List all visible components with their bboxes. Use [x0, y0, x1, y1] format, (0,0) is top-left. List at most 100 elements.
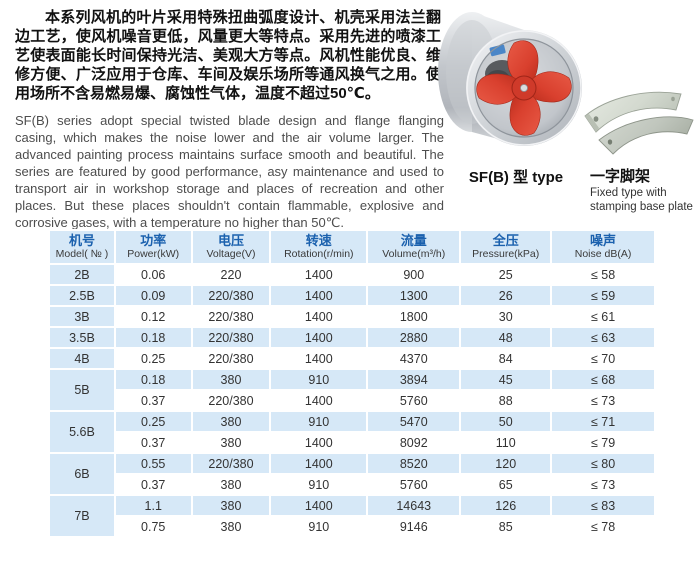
spec-cell: ≤ 80 — [552, 454, 654, 473]
model-cell: 7B — [50, 496, 114, 536]
spec-cell: ≤ 59 — [552, 286, 654, 305]
spec-cell: 1400 — [271, 391, 367, 410]
model-cell: 2.5B — [50, 286, 114, 305]
spec-cell: 220/380 — [192, 286, 270, 305]
spec-cell: 220/380 — [192, 328, 270, 347]
spec-cell: 50 — [461, 412, 551, 431]
stand-caption-zh: 一字脚架 — [590, 168, 651, 185]
spec-cell: ≤ 58 — [552, 265, 654, 284]
table-row: 0.37 380 910 5760 65 ≤ 73 — [50, 475, 654, 494]
spec-cell: 0.75 — [115, 517, 191, 536]
spec-cell: 26 — [461, 286, 551, 305]
column-header-zh: 电压 — [217, 233, 244, 248]
axial-fan-illustration — [438, 12, 582, 146]
spec-cell: 380 — [192, 370, 270, 389]
spec-cell: ≤ 63 — [552, 328, 654, 347]
model-cell: 5B — [50, 370, 114, 410]
spec-cell: 45 — [461, 370, 551, 389]
column-header-zh: 噪声 — [590, 233, 617, 248]
spec-cell: 1400 — [271, 454, 367, 473]
spec-cell: 0.25 — [115, 349, 191, 368]
spec-cell: 910 — [271, 475, 367, 494]
spec-cell: 1400 — [271, 265, 367, 284]
spec-cell: 1400 — [271, 496, 367, 515]
spec-cell: 126 — [461, 496, 551, 515]
spec-cell: ≤ 71 — [552, 412, 654, 431]
spec-cell: 8092 — [368, 433, 460, 452]
spec-cell: 5470 — [368, 412, 460, 431]
table-row: 2B 0.06 220 1400 900 25 ≤ 58 — [50, 265, 654, 284]
model-cell: 2B — [50, 265, 114, 284]
spec-cell: 0.09 — [115, 286, 191, 305]
spec-cell: 910 — [271, 370, 367, 389]
spec-cell: 1.1 — [115, 496, 191, 515]
stand-caption-en: Fixed type with stamping base plate — [590, 187, 693, 213]
spec-cell: 84 — [461, 349, 551, 368]
model-cell: 3.5B — [50, 328, 114, 347]
table-row: 2.5B 0.09 220/380 1400 1300 26 ≤ 59 — [50, 286, 654, 305]
spec-cell: 8520 — [368, 454, 460, 473]
spec-cell: 0.37 — [115, 475, 191, 494]
spec-cell: 0.18 — [115, 370, 191, 389]
base-plate-image — [583, 86, 695, 162]
spec-cell: 380 — [192, 433, 270, 452]
spec-cell: 2880 — [368, 328, 460, 347]
column-header: 转速 Rotation(r/min) — [271, 231, 367, 263]
spec-cell: 4370 — [368, 349, 460, 368]
fan-caption: SF(B) 型 type — [468, 169, 564, 186]
spec-cell: ≤ 73 — [552, 391, 654, 410]
spec-cell: 900 — [368, 265, 460, 284]
column-header: 功率 Power(kW) — [115, 231, 191, 263]
spec-cell: 1400 — [271, 433, 367, 452]
spec-cell: 1400 — [271, 286, 367, 305]
spec-cell: ≤ 79 — [552, 433, 654, 452]
intro-paragraph-en: SF(B) series adopt special twisted blade… — [15, 113, 444, 230]
column-header: 流量 Volume(m³/h) — [368, 231, 460, 263]
spec-cell: 220/380 — [192, 349, 270, 368]
spec-cell: 910 — [271, 412, 367, 431]
spec-cell: 0.06 — [115, 265, 191, 284]
column-header-en: Voltage(V) — [206, 248, 256, 260]
table-row: 3B 0.12 220/380 1400 1800 30 ≤ 61 — [50, 307, 654, 326]
column-header: 全压 Pressure(kPa) — [461, 231, 551, 263]
column-header: 噪声 Noise dB(A) — [552, 231, 654, 263]
spec-cell: 3894 — [368, 370, 460, 389]
spec-cell: 0.55 — [115, 454, 191, 473]
spec-cell: 5760 — [368, 391, 460, 410]
spec-cell: 220/380 — [192, 391, 270, 410]
model-cell: 6B — [50, 454, 114, 494]
spec-table: 机号 Model( № ) 功率 Power(kW) 电压 Voltage(V) 转速 Rot… — [48, 229, 656, 538]
spec-cell: ≤ 68 — [552, 370, 654, 389]
spec-cell: 120 — [461, 454, 551, 473]
spec-cell: 0.12 — [115, 307, 191, 326]
model-cell: 4B — [50, 349, 114, 368]
spec-cell: 220/380 — [192, 307, 270, 326]
column-header-zh: 流量 — [400, 233, 427, 248]
spec-cell: 0.18 — [115, 328, 191, 347]
column-header-en: Rotation(r/min) — [284, 248, 354, 260]
spec-cell: 1300 — [368, 286, 460, 305]
spec-cell: 85 — [461, 517, 551, 536]
spec-cell: 65 — [461, 475, 551, 494]
spec-cell: ≤ 78 — [552, 517, 654, 536]
column-header-en: Pressure(kPa) — [472, 248, 540, 260]
table-row: 7B 1.1 380 1400 14643 126 ≤ 83 — [50, 496, 654, 536]
table-row: 4B 0.25 220/380 1400 4370 84 ≤ 70 — [50, 349, 654, 368]
table-header-row: 机号 Model( № ) 功率 Power(kW) 电压 Voltage(V) 转速 Rot… — [50, 231, 654, 263]
spec-cell: 220/380 — [192, 454, 270, 473]
fan-product-image — [436, 4, 596, 164]
spec-cell: 380 — [192, 496, 270, 515]
column-header-en: Volume(m³/h) — [382, 248, 446, 260]
spec-cell: 1400 — [271, 307, 367, 326]
column-header-en: Model( № ) — [55, 248, 109, 260]
spec-cell: 1400 — [271, 328, 367, 347]
intro-paragraph-zh: 本系列风机的叶片采用特殊扭曲弧度设计、机壳采用法兰翻边工艺，使风机噪音更低，风量… — [15, 9, 441, 102]
spec-cell: 380 — [192, 517, 270, 536]
spec-cell: 380 — [192, 412, 270, 431]
spec-cell: 25 — [461, 265, 551, 284]
spec-cell: ≤ 61 — [552, 307, 654, 326]
table-row: 0.75 380 910 9146 85 ≤ 78 — [50, 517, 654, 536]
column-header-zh: 全压 — [492, 233, 519, 248]
table-row: 0.37 380 1400 8092 110 ≤ 79 — [50, 433, 654, 452]
